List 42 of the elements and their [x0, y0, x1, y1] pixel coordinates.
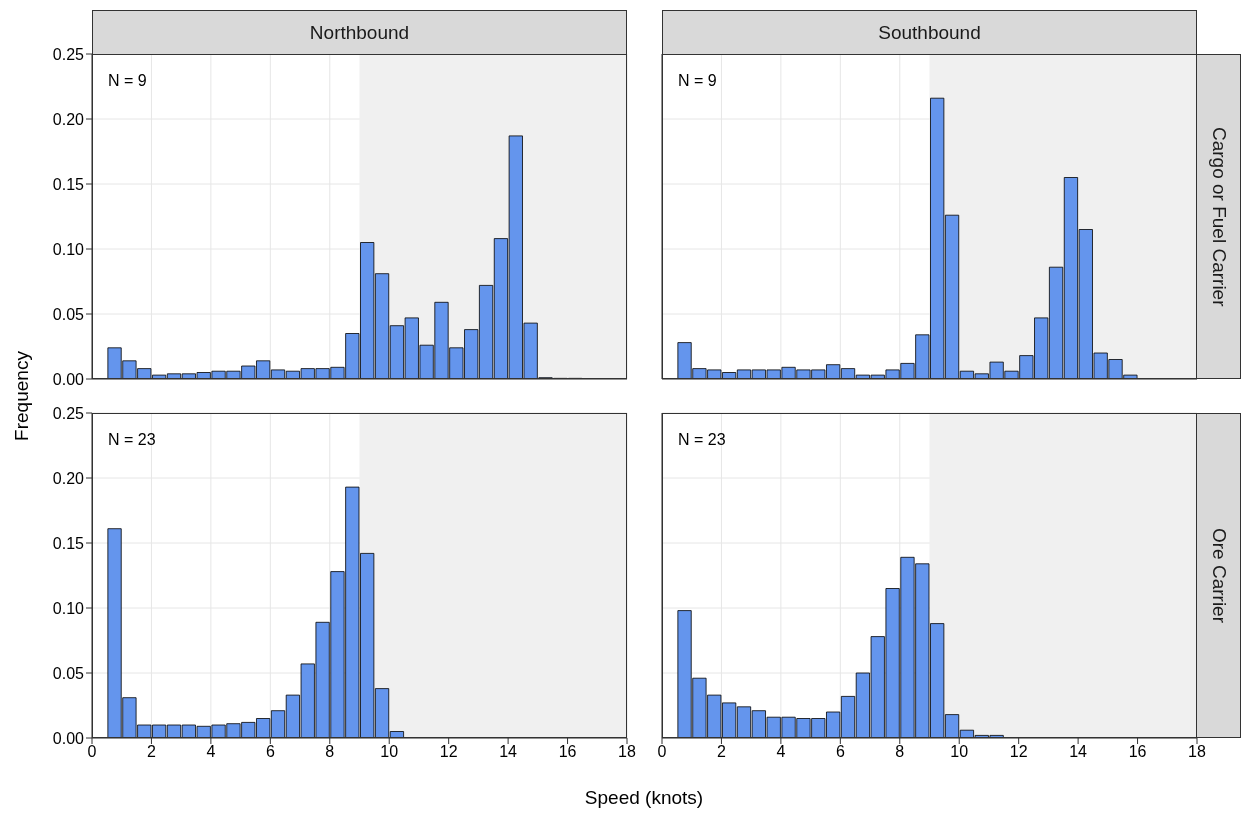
annotation: N = 23: [678, 431, 726, 449]
x-tick-label: 0: [657, 743, 667, 761]
x-tick-label: 8: [895, 743, 905, 761]
annotation: N = 9: [678, 72, 717, 90]
y-tick-label: 0.20: [52, 469, 85, 487]
y2-axis-title: Cargo or Fuel Carrier: [1207, 126, 1230, 307]
y-tick-label: 0.15: [52, 175, 85, 193]
y-axis-title: Frequency: [11, 351, 33, 441]
x-tick-label: 4: [776, 743, 786, 761]
x-tick-label: 2: [716, 743, 726, 761]
y-tick-label: 0.05: [52, 664, 85, 682]
x-tick-label: 8: [325, 743, 335, 761]
x-tick-label: 18: [1188, 743, 1206, 761]
x-axis-title: Speed (knots): [584, 787, 704, 809]
x-tick-label: 10: [380, 743, 399, 761]
chart-title: Northbound: [92, 10, 627, 55]
y-tick-label: 0.00: [52, 729, 85, 747]
x-tick-label: 6: [835, 743, 845, 761]
x-tick-label: 14: [1069, 743, 1088, 761]
x-tick-label: 12: [439, 743, 458, 761]
y-tick-label: 0.25: [52, 45, 85, 63]
y2-axis-title: Ore Carrier: [1207, 527, 1230, 623]
y-tick-label: 0.25: [52, 404, 85, 422]
annotation: N = 9: [108, 72, 147, 90]
x-tick-label: 16: [1128, 743, 1147, 761]
x-tick-label: 6: [265, 743, 275, 761]
x-tick-label: 14: [499, 743, 518, 761]
x-tick-label: 18: [618, 743, 636, 761]
x-tick-label: 16: [558, 743, 577, 761]
x-tick-label: 4: [206, 743, 216, 761]
y-tick-label: 0.00: [52, 370, 85, 388]
x-tick-label: 12: [1009, 743, 1028, 761]
y-tick-label: 0.05: [52, 305, 85, 323]
x-tick-label: 10: [950, 743, 969, 761]
x-tick-label: 0: [87, 743, 97, 761]
y-tick-label: 0.10: [52, 240, 85, 258]
y-tick-label: 0.10: [52, 599, 85, 617]
y-tick-label: 0.20: [52, 110, 85, 128]
chart-title: Southbound: [662, 10, 1197, 55]
x-tick-label: 2: [146, 743, 156, 761]
y-tick-label: 0.15: [52, 534, 85, 552]
annotation: N = 23: [108, 431, 156, 449]
